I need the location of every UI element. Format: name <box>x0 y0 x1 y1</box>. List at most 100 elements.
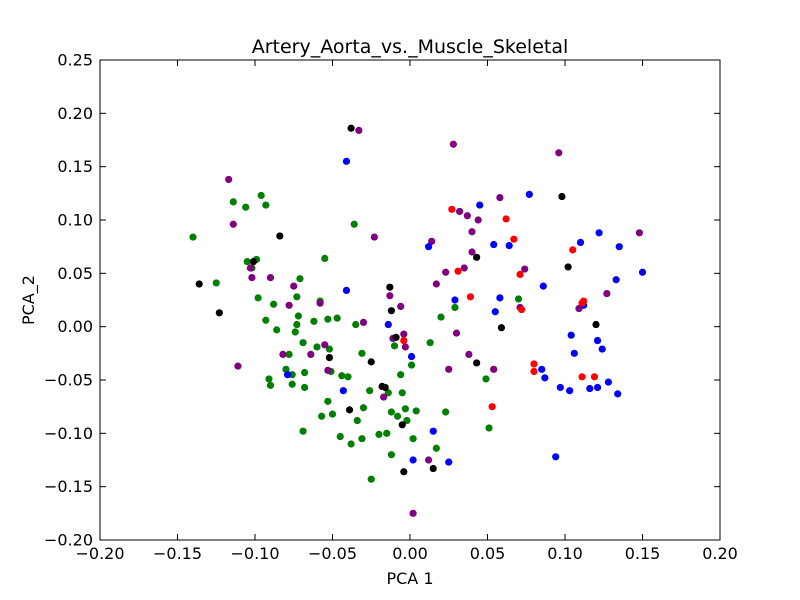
scatter-point-black <box>387 307 395 315</box>
scatter-point-blue <box>407 352 416 361</box>
x-tick-label: −0.05 <box>308 544 357 563</box>
scatter-point-green <box>352 320 360 329</box>
scatter-point-blue <box>595 229 603 237</box>
scatter-point-purple <box>442 268 450 276</box>
x-axis-label: PCA 1 <box>386 569 433 588</box>
scatter-point-green <box>266 381 275 389</box>
scatter-point-green <box>384 389 392 397</box>
scatter-point-green <box>262 201 270 209</box>
scatter-point-red <box>590 373 599 381</box>
scatter-point-black <box>429 464 437 473</box>
scatter-point-black <box>249 258 258 266</box>
scatter-point-blue <box>615 243 623 251</box>
scatter-point-purple <box>635 229 644 237</box>
scatter-point-green <box>285 350 293 358</box>
scatter-point-black <box>473 359 481 367</box>
scatter-point-green <box>242 203 250 211</box>
scatter-point-purple <box>445 365 453 373</box>
scatter-point-purple <box>449 140 457 148</box>
y-axis-label: PCA_2 <box>19 275 39 325</box>
scatter-point-green <box>383 429 391 437</box>
scatter-point-black <box>215 309 223 317</box>
scatter-point-blue <box>490 240 498 249</box>
scatter-point-purple <box>460 264 468 272</box>
scatter-point-red <box>400 336 408 345</box>
scatter-point-black <box>497 324 506 332</box>
scatter-point-purple <box>428 237 436 245</box>
scatter-point-green <box>358 435 366 443</box>
scatter-point-purple <box>234 362 242 370</box>
scatter-point-green <box>270 300 278 308</box>
scatter-point-blue <box>525 190 533 198</box>
scatter-point-green <box>273 326 281 334</box>
scatter-point-blue <box>604 378 613 386</box>
scatter-point-red <box>530 367 538 376</box>
scatter-point-green <box>407 361 416 369</box>
y-axis-ticks: −0.20 −0.15 −0.10 −0.05 0.00 0.05 0.10 0.15 0.20… <box>44 51 720 550</box>
scatter-point-green <box>333 314 341 322</box>
scatter-point-red <box>578 373 586 381</box>
scatter-point-blue <box>384 320 392 329</box>
scatter-point-blue <box>429 427 437 435</box>
scatter-point-blue <box>567 331 575 339</box>
scatter-point-purple <box>248 274 256 282</box>
scatter-point-blue <box>451 296 459 304</box>
scatter-point-purple <box>279 350 287 358</box>
scatter-point-green <box>318 412 326 420</box>
scatter-point-blue <box>566 387 574 395</box>
scatter-point-blue <box>476 201 484 209</box>
scatter-point-green <box>359 404 368 412</box>
scatter-point-purple <box>290 282 298 290</box>
scatter-point-green <box>350 220 358 228</box>
scatter-point-purple <box>246 264 254 272</box>
scatter-point-red <box>569 246 577 254</box>
scatter-point-black <box>392 333 400 341</box>
scatter-point-purple <box>452 329 461 337</box>
scatter-point-blue <box>612 276 620 284</box>
scatter-point-blue <box>538 365 546 373</box>
scatter-point-green <box>288 380 296 388</box>
scatter-point-red <box>454 267 462 275</box>
scatter-point-blue <box>445 458 453 466</box>
scatter-point-black <box>195 280 203 288</box>
scatter-point-green <box>366 387 374 395</box>
scatter-point-blue <box>539 282 547 290</box>
scatter-point-blue <box>576 238 585 246</box>
scatter-point-red <box>580 297 588 305</box>
scatter-point-green <box>347 440 355 448</box>
scatter-point-black <box>386 283 394 291</box>
scatter-point-green <box>401 405 409 413</box>
scatter-point-green <box>324 397 332 405</box>
scatter-point-blue <box>638 268 647 276</box>
scatter-point-purple <box>316 299 324 307</box>
scatter-point-purple <box>456 207 464 216</box>
scatter-point-green <box>514 295 523 303</box>
y-tick-label: 0.15 <box>57 157 93 176</box>
scatter-point-purple <box>380 393 388 401</box>
scatter-point-green <box>229 198 237 206</box>
scatter-point-purple <box>463 212 471 220</box>
x-tick-label: 0.00 <box>392 544 428 563</box>
scatter-point-purple <box>285 301 293 309</box>
scatter-point-green <box>293 293 301 301</box>
scatter-point-black <box>473 253 481 261</box>
scatter-point-blue <box>552 453 560 461</box>
y-tick-label: −0.15 <box>44 477 93 496</box>
scatter-point-green <box>353 416 361 425</box>
scatter-point-green <box>296 275 304 283</box>
scatter-point-purple <box>266 274 275 282</box>
scatter-point-purple <box>603 290 611 298</box>
y-tick-label: 0.05 <box>57 264 93 283</box>
scatter-point-blue <box>425 243 433 251</box>
scatter-point-green <box>313 343 321 351</box>
scatter-point-green <box>254 294 262 302</box>
scatter-point-green <box>344 373 352 381</box>
scatter-point-blue <box>598 345 606 353</box>
scatter-point-blue <box>593 336 602 345</box>
scatter-point-blue <box>496 294 504 302</box>
scatter-point-blue <box>342 286 351 294</box>
scatter-point-purple <box>465 350 473 358</box>
scatter-point-green <box>387 408 395 416</box>
scatter-point-green <box>299 427 307 435</box>
